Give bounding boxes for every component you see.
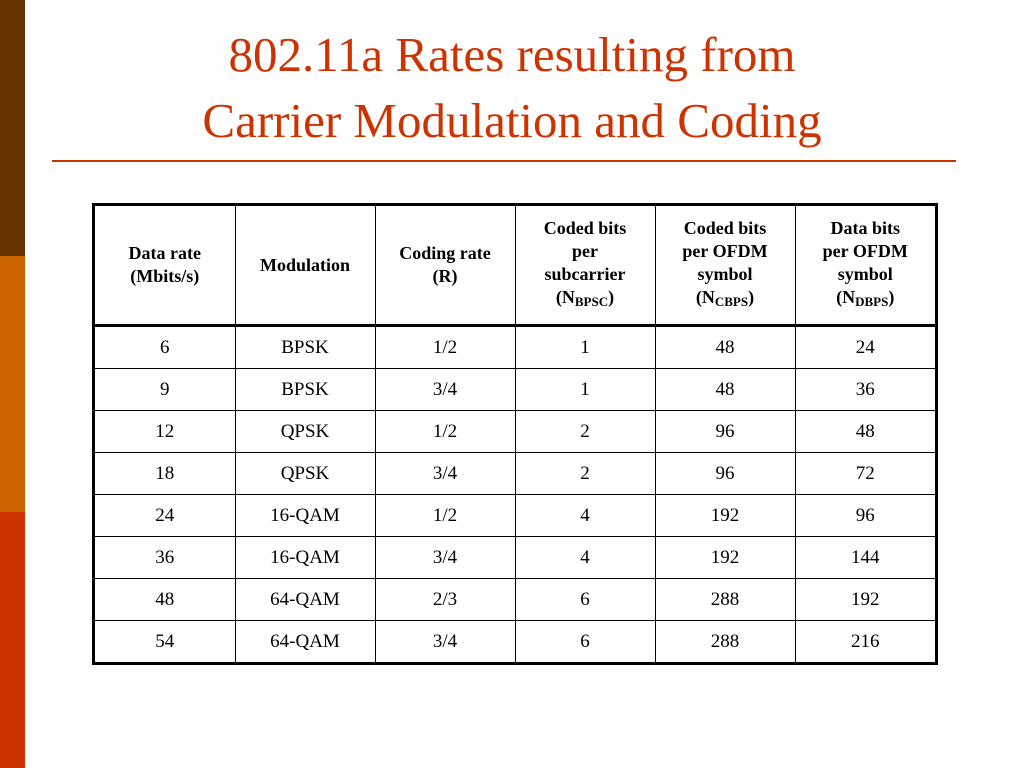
cell-data-rate: 9: [95, 368, 236, 411]
cell-coded-bits-per-subcarrier: 6: [514, 620, 656, 662]
cell-data-bits-per-ofdm-symbol: 144: [794, 536, 935, 579]
cell-data-bits-per-ofdm-symbol: 24: [794, 325, 935, 369]
cell-coded-bits-per-subcarrier: 2: [514, 452, 656, 495]
cell-modulation: QPSK: [234, 452, 376, 495]
header-symbol: (NDBPS): [836, 287, 895, 309]
cell-modulation: 16-QAM: [234, 536, 376, 579]
sidebar-color-bands: [0, 0, 25, 768]
cell-data-rate: 48: [95, 578, 236, 621]
table-row: 54 64-QAM 3/4 6 288 216: [95, 620, 935, 662]
header-line: Modulation: [259, 254, 351, 275]
cell-modulation: 64-QAM: [234, 578, 376, 621]
cell-data-bits-per-ofdm-symbol: 192: [794, 578, 935, 621]
header-line: (R): [432, 266, 458, 286]
header-line: Coding rate: [399, 243, 491, 263]
cell-coded-bits-per-ofdm-symbol: 288: [654, 578, 796, 621]
cell-modulation: 16-QAM: [234, 494, 376, 537]
cell-coded-bits-per-subcarrier: 2: [514, 410, 656, 453]
cell-data-rate: 12: [95, 410, 236, 453]
slide-title-line-2: Carrier Modulation and Coding: [202, 93, 822, 148]
table-row: 48 64-QAM 2/3 6 288 192: [95, 578, 935, 621]
cell-coded-bits-per-ofdm-symbol: 48: [654, 325, 796, 369]
cell-coded-bits-per-ofdm-symbol: 192: [654, 536, 796, 579]
header-coded-bits-per-ofdm-symbol: Coded bits per OFDM symbol (NCBPS): [654, 206, 796, 327]
cell-data-rate: 24: [95, 494, 236, 537]
header-symbol-subscript: BPSC: [574, 294, 609, 309]
slide-title-line-1: 802.11a Rates resulting from: [228, 27, 796, 82]
cell-coded-bits-per-subcarrier: 6: [514, 578, 656, 621]
cell-coded-bits-per-ofdm-symbol: 288: [654, 620, 796, 662]
header-line: Data bits: [830, 218, 900, 238]
rates-table-body: 6 BPSK 1/2 1 48 24 9 BPSK 3/4 1 48 36 12 QPSK 1/2 2 96 48…: [95, 325, 935, 662]
header-symbol-letter: N: [701, 287, 715, 307]
cell-coding-rate: 1/2: [374, 325, 516, 369]
cell-coding-rate: 3/4: [374, 452, 516, 495]
table-row: 6 BPSK 1/2 1 48 24: [95, 325, 935, 369]
cell-data-bits-per-ofdm-symbol: 48: [794, 410, 935, 453]
table-row: 18 QPSK 3/4 2 96 72: [95, 452, 935, 495]
cell-coded-bits-per-subcarrier: 4: [514, 494, 656, 537]
header-line: per OFDM: [822, 241, 908, 261]
rates-table-header-row: Data rate (Mbits/s) Modulation Coding rate (…: [95, 206, 935, 327]
cell-coding-rate: 1/2: [374, 494, 516, 537]
cell-coding-rate: 3/4: [374, 368, 516, 411]
cell-coding-rate: 3/4: [374, 536, 516, 579]
cell-data-bits-per-ofdm-symbol: 72: [794, 452, 935, 495]
cell-coding-rate: 2/3: [374, 578, 516, 621]
header-data-rate: Data rate (Mbits/s): [95, 206, 236, 327]
header-symbol: (NCBPS): [695, 287, 755, 309]
cell-data-rate: 6: [95, 325, 236, 369]
header-coded-bits-per-subcarrier: Coded bits per subcarrier (NBPSC): [514, 206, 656, 327]
table-row: 24 16-QAM 1/2 4 192 96: [95, 494, 935, 537]
cell-coding-rate: 3/4: [374, 620, 516, 662]
cell-data-bits-per-ofdm-symbol: 216: [794, 620, 935, 662]
table-row: 12 QPSK 1/2 2 96 48: [95, 410, 935, 453]
header-coding-rate: Coding rate (R): [374, 206, 516, 327]
cell-coding-rate: 1/2: [374, 410, 516, 453]
cell-data-rate: 18: [95, 452, 236, 495]
cell-modulation: 64-QAM: [234, 620, 376, 662]
cell-data-bits-per-ofdm-symbol: 36: [794, 368, 935, 411]
rates-table-frame: Data rate (Mbits/s) Modulation Coding rate (…: [92, 203, 938, 665]
header-symbol-letter: N: [561, 287, 575, 307]
cell-data-rate: 36: [95, 536, 236, 579]
header-line: subcarrier: [544, 264, 626, 284]
table-row: 36 16-QAM 3/4 4 192 144: [95, 536, 935, 579]
header-line: (Mbits/s): [130, 266, 200, 286]
sidebar-band-bottom: [0, 512, 25, 768]
cell-modulation: BPSK: [234, 368, 376, 411]
cell-data-rate: 54: [95, 620, 236, 662]
header-symbol-letter: N: [842, 287, 856, 307]
cell-modulation: QPSK: [234, 410, 376, 453]
header-line: Data rate: [128, 243, 201, 263]
header-symbol-subscript: CBPS: [714, 294, 749, 309]
header-modulation: Modulation: [234, 206, 376, 327]
cell-data-bits-per-ofdm-symbol: 96: [794, 494, 935, 537]
header-data-bits-per-ofdm-symbol: Data bits per OFDM symbol (NDBPS): [794, 206, 935, 327]
sidebar-band-top: [0, 0, 25, 256]
header-line: symbol: [837, 264, 893, 284]
cell-coded-bits-per-ofdm-symbol: 96: [654, 410, 796, 453]
header-line: Coded bits: [543, 218, 627, 238]
cell-coded-bits-per-ofdm-symbol: 192: [654, 494, 796, 537]
cell-coded-bits-per-ofdm-symbol: 48: [654, 368, 796, 411]
title-divider: [52, 160, 956, 162]
header-symbol-subscript: DBPS: [855, 294, 889, 309]
header-line: symbol: [697, 264, 753, 284]
header-line: per: [572, 241, 598, 261]
slide-title: 802.11a Rates resulting from Carrier Mod…: [52, 22, 972, 154]
header-line: per OFDM: [682, 241, 768, 261]
table-row: 9 BPSK 3/4 1 48 36: [95, 368, 935, 411]
sidebar-band-middle: [0, 256, 25, 512]
cell-coded-bits-per-subcarrier: 1: [514, 368, 656, 411]
cell-coded-bits-per-subcarrier: 1: [514, 325, 656, 369]
cell-modulation: BPSK: [234, 325, 376, 369]
rates-table: Data rate (Mbits/s) Modulation Coding rate (…: [95, 206, 935, 662]
header-symbol: (NBPSC): [555, 287, 615, 309]
header-line: Coded bits: [683, 218, 767, 238]
cell-coded-bits-per-ofdm-symbol: 96: [654, 452, 796, 495]
rates-table-header: Data rate (Mbits/s) Modulation Coding rate (…: [95, 206, 935, 327]
cell-coded-bits-per-subcarrier: 4: [514, 536, 656, 579]
